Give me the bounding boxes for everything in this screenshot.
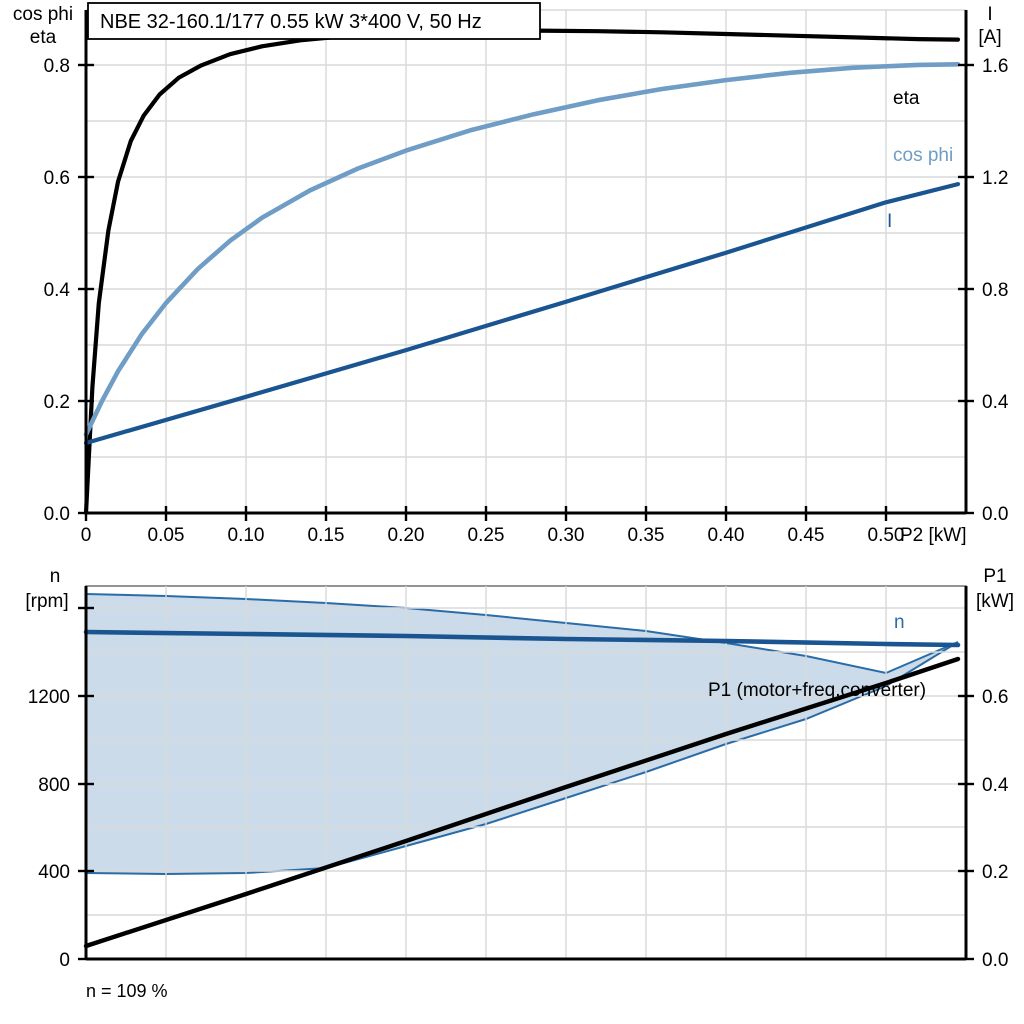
bottom-chart-axes xyxy=(84,586,968,961)
bottom-chart-vertical-gridlines xyxy=(165,586,887,959)
tick-label: 0.0 xyxy=(982,950,1008,971)
bottom-chart-right-tick-labels: 0.0 0.2 0.4 0.6 xyxy=(982,687,1009,971)
top-chart-horizontal-gridlines xyxy=(86,9,966,458)
bottom-chart-horizontal-gridlines xyxy=(86,607,966,916)
bottom-chart-right-axis-title-line1: P1 xyxy=(983,566,1006,587)
curve-label-speed: n xyxy=(894,612,905,633)
tick-label: 1200 xyxy=(28,687,70,708)
tick-label: 0.6 xyxy=(982,687,1008,708)
tick-label: 0.4 xyxy=(44,280,71,301)
tick-label: 0.30 xyxy=(548,525,585,546)
curve-speed xyxy=(83,629,961,648)
curve-label-cos-phi: cos phi xyxy=(893,145,953,166)
tick-label: 0.2 xyxy=(982,862,1008,883)
tick-label: 1.6 xyxy=(982,56,1008,77)
tick-label: 0.8 xyxy=(44,56,70,77)
top-chart-axes xyxy=(84,10,968,515)
curve-p1 xyxy=(83,656,961,949)
tick-label: 0.20 xyxy=(388,525,425,546)
bottom-chart-left-tick-labels: 0 400 800 1200 xyxy=(28,687,70,971)
tick-label: 0.6 xyxy=(44,168,70,189)
bottom-chart-left-axis-title-line1: n xyxy=(50,566,61,587)
chart-title-box xyxy=(87,2,541,40)
tick-label: 0.25 xyxy=(468,525,505,546)
top-chart-right-axis-title-line1: I xyxy=(987,4,992,25)
tick-label: 800 xyxy=(38,775,70,796)
speed-range-band xyxy=(86,594,958,874)
top-chart-bottom-ticks xyxy=(84,506,888,521)
tick-label: 0.4 xyxy=(982,392,1009,413)
tick-label: 0.35 xyxy=(628,525,665,546)
top-chart-vertical-gridlines xyxy=(165,10,887,513)
speed-range-upper-edge xyxy=(85,593,959,675)
bottom-chart-left-axis-title-line2: [rpm] xyxy=(25,591,68,612)
top-chart-x-tick-labels: 0 0.05 0.10 0.15 0.20 0.25 0.30 0.35 0.4… xyxy=(81,525,905,546)
curve-eta xyxy=(83,28,961,516)
curve-label-p1: P1 (motor+freq.converter) xyxy=(708,680,926,701)
tick-label: 0.8 xyxy=(982,280,1008,301)
top-chart-right-tick-labels: 0.0 0.4 0.8 1.2 1.6 xyxy=(982,56,1009,525)
bottom-chart-right-axis-title-line2: [kW] xyxy=(976,591,1014,612)
top-chart-right-ticks xyxy=(958,63,974,515)
bottom-chart-right-ticks xyxy=(958,694,974,961)
top-chart: 0.0 0.2 0.4 0.6 0.8 0.0 0.4 0.8 1.2 1.6 … xyxy=(13,2,1009,546)
curve-cos-phi xyxy=(83,62,961,437)
tick-label: 400 xyxy=(38,862,70,883)
top-chart-right-axis-title-line2: [A] xyxy=(978,27,1001,48)
tick-label: 1.2 xyxy=(982,168,1008,189)
tick-label: 0.4 xyxy=(982,775,1009,796)
curve-label-eta: eta xyxy=(893,88,920,109)
tick-label: 0.0 xyxy=(44,504,70,525)
speed-range-lower-edge xyxy=(85,641,959,876)
tick-label: 0.2 xyxy=(44,392,70,413)
tick-label: 0.40 xyxy=(708,525,745,546)
tick-label: 0.15 xyxy=(308,525,345,546)
bottom-chart: 0 400 800 1200 0.0 0.2 0.4 0.6 n [rpm] P… xyxy=(25,566,1014,1001)
tick-label: 0.05 xyxy=(148,525,185,546)
tick-label: 0.0 xyxy=(982,504,1008,525)
chart-title: NBE 32-160.1/177 0.55 kW 3*400 V, 50 Hz xyxy=(100,11,482,33)
tick-label: 0 xyxy=(81,525,92,546)
footer-note: n = 109 % xyxy=(86,981,168,1001)
tick-label: 0 xyxy=(59,950,70,971)
bottom-chart-left-ticks xyxy=(78,606,94,961)
top-chart-left-tick-labels: 0.0 0.2 0.4 0.6 0.8 xyxy=(44,56,71,525)
curve-label-current: I xyxy=(887,211,892,232)
top-chart-x-axis-title: P2 [kW] xyxy=(900,525,967,546)
curve-current xyxy=(83,182,961,446)
tick-label: 0.45 xyxy=(788,525,825,546)
top-chart-left-ticks xyxy=(78,63,94,515)
top-chart-left-axis-title-line2: eta xyxy=(30,27,57,48)
top-chart-left-axis-title-line1: cos phi xyxy=(13,4,73,25)
tick-label: 0.10 xyxy=(228,525,265,546)
tick-label: 0.50 xyxy=(868,525,905,546)
